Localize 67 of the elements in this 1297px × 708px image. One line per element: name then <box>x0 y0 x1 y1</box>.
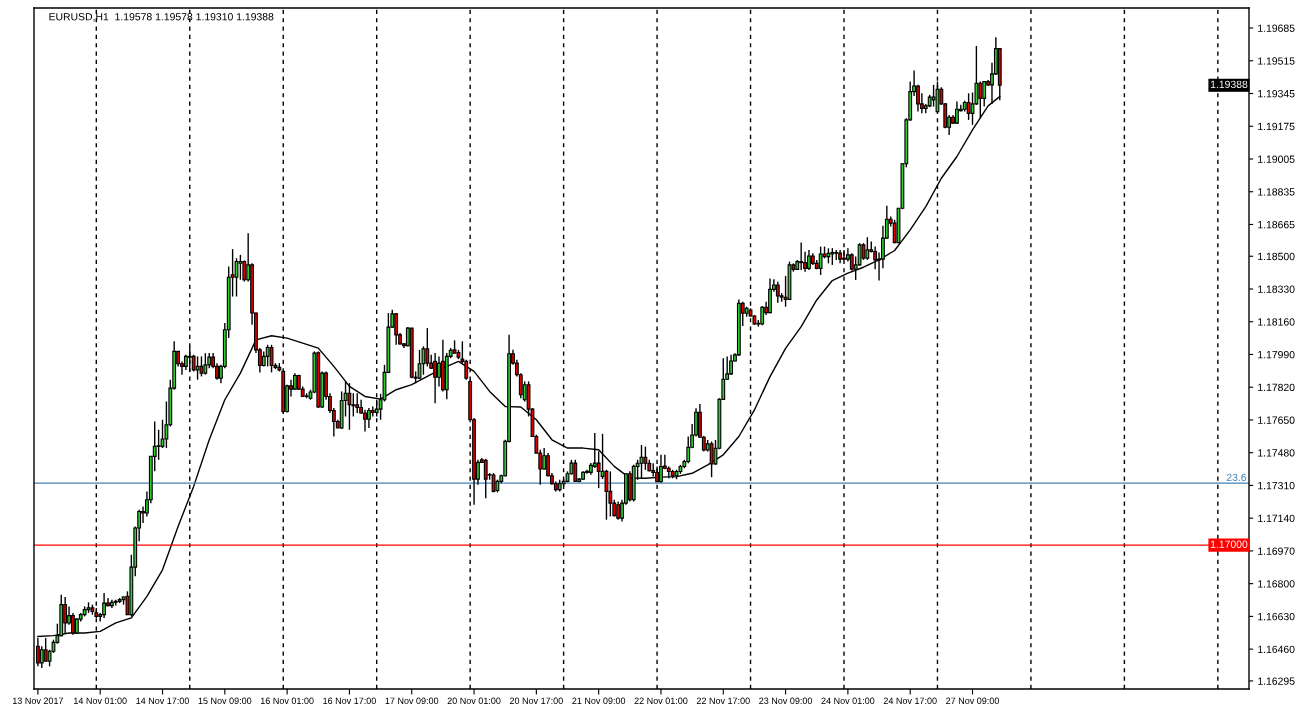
y-tick-label: 1.17310 <box>1258 481 1295 490</box>
candlestick <box>799 241 804 271</box>
x-tick-label: 14 Nov 17:00 <box>136 697 190 704</box>
candlestick <box>363 409 367 433</box>
x-tick-label: 23 Nov 09:00 <box>759 697 813 704</box>
candlestick <box>417 349 422 380</box>
y-tick-label: 1.16630 <box>1258 612 1295 621</box>
y-tick-label: 1.17650 <box>1258 416 1295 424</box>
candlestick <box>433 352 438 404</box>
x-tick-label: 21 Nov 09:00 <box>572 697 626 704</box>
candlestick <box>729 354 733 376</box>
candlestick <box>437 355 441 388</box>
candlestick <box>931 84 936 108</box>
y-tick-label: 1.19345 <box>1258 90 1295 98</box>
annotation: 23.6 <box>1226 473 1247 482</box>
candlestick <box>347 382 352 431</box>
y-tick-label: 1.19685 <box>1258 24 1295 32</box>
y-tick-label: 1.16800 <box>1258 580 1295 588</box>
candlestick <box>156 429 161 461</box>
y-tick-label: 1.18500 <box>1258 252 1295 261</box>
y-tick-label: 1.17820 <box>1258 383 1295 392</box>
candlestick <box>807 249 811 271</box>
x-tick-label: 20 Nov 17:00 <box>509 697 563 704</box>
x-tick-label: 24 Nov 17:00 <box>883 697 937 704</box>
candlestick <box>955 100 959 125</box>
x-tick-label: 15 Nov 09:00 <box>198 697 252 704</box>
ref-line-label: 1.17000 <box>1210 540 1248 548</box>
candlestick <box>651 462 656 478</box>
candlestick <box>421 345 426 376</box>
x-tick-label: 16 Nov 17:00 <box>323 697 376 704</box>
y-tick-label: 1.16295 <box>1258 677 1295 685</box>
y-tick-label: 1.17480 <box>1258 449 1295 457</box>
candlestick <box>39 645 44 669</box>
candlestick <box>269 344 274 374</box>
candlestick <box>686 435 691 464</box>
y-tick-label: 1.19175 <box>1258 122 1295 131</box>
x-tick-label: 14 Nov 01:00 <box>74 697 127 704</box>
x-tick-label: 22 Nov 17:00 <box>696 697 750 704</box>
chart-title: EURUSD,H1 1.19578 1.19578 1.19310 1.19388 <box>49 13 274 22</box>
y-tick-label: 1.16970 <box>1258 547 1295 555</box>
x-tick-label: 16 Nov 01:00 <box>260 697 314 704</box>
y-tick-label: 1.18160 <box>1258 318 1295 326</box>
candlestick <box>199 355 204 378</box>
candlestick <box>857 242 862 267</box>
candlestick <box>659 454 663 484</box>
annotation: 1.19388 <box>1210 80 1248 89</box>
x-tick-label: 20 Nov 01:00 <box>447 697 501 704</box>
y-tick-label: 1.19515 <box>1258 57 1295 65</box>
x-tick-label: 24 Nov 01:00 <box>821 697 875 704</box>
candlestick <box>63 596 68 634</box>
y-tick-label: 1.17140 <box>1258 514 1295 523</box>
y-tick-label: 1.17990 <box>1258 350 1295 359</box>
y-tick-label: 1.19005 <box>1258 155 1295 163</box>
x-tick-label: 13 Nov 2017 <box>12 697 64 704</box>
candlestick <box>238 254 243 281</box>
y-tick-label: 1.18330 <box>1258 285 1295 293</box>
x-tick-label: 22 Nov 01:00 <box>634 697 688 704</box>
candlestick <box>768 277 772 314</box>
x-tick-label: 17 Nov 09:00 <box>385 697 439 704</box>
candlestick <box>366 407 371 429</box>
y-tick-label: 1.18665 <box>1258 220 1295 229</box>
candlestick <box>616 500 621 521</box>
y-tick-label: 1.16460 <box>1258 645 1295 654</box>
candlestick <box>195 355 200 381</box>
y-tick-label: 1.18835 <box>1258 188 1295 196</box>
candlestick <box>639 444 644 480</box>
x-tick-label: 27 Nov 09:00 <box>946 697 1000 704</box>
